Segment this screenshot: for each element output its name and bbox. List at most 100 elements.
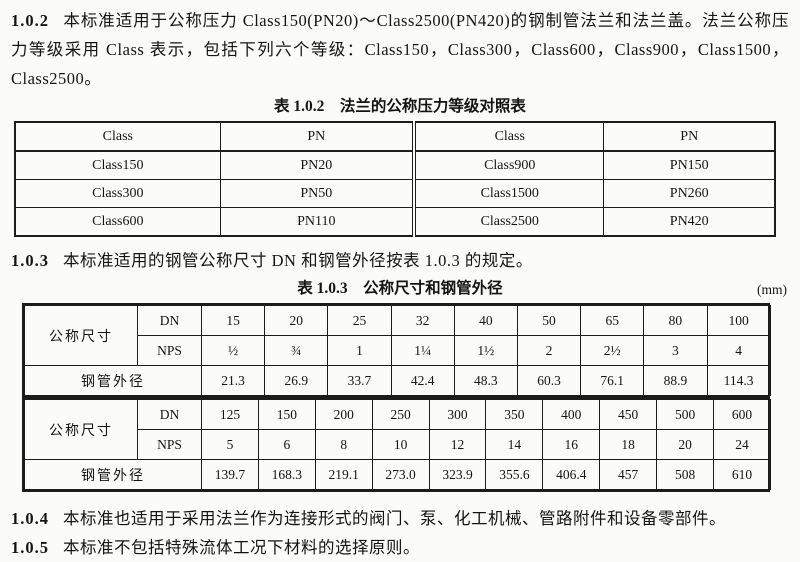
pressure-class-table: Class PN Class PN Class150 PN20 Class900… [14, 121, 776, 237]
table-cell: 20 [656, 429, 715, 460]
table-cell: PN110 [219, 207, 415, 237]
table-cell: 8 [314, 429, 373, 460]
table-row: NPS ½ ¾ 1 1¼ 1½ 2 2½ 3 4 [25, 335, 771, 366]
table-cell: 40 [453, 305, 518, 336]
table-cell: 100 [706, 305, 771, 336]
table-cell: 139.7 [201, 459, 259, 490]
clause-1-0-5: 1.0.5 本标准不包括特殊流体工况下材料的选择原则。 [11, 533, 789, 562]
table-cell: 25 [327, 305, 392, 336]
table-cell: 273.0 [371, 459, 430, 490]
table-cell: Class300 [14, 179, 221, 208]
table-cell: 508 [656, 459, 715, 490]
clause-text: 本标准也适用于采用法兰作为连接形式的阀门、泵、化工机械、管路附件和设备零部件。 [63, 509, 726, 528]
table-cell: 21.3 [200, 365, 266, 396]
table-1-0-3-caption: 表 1.0.3 公称尺寸和钢管外径 (mm) [11, 278, 789, 299]
clause-number: 1.0.4 [11, 509, 49, 528]
table-cell: PN50 [219, 179, 415, 208]
table-row: Class300 PN50 Class1500 PN260 [14, 179, 776, 208]
table-cell: 355.6 [485, 459, 544, 490]
table-cell: 457 [599, 459, 658, 490]
table-cell: 610 [713, 459, 771, 490]
table-cell: PN260 [603, 179, 776, 208]
table-cell: 168.3 [257, 459, 316, 490]
row-header: 公称尺寸 [24, 305, 138, 366]
table-cell: 48.3 [453, 365, 518, 396]
table-cell: Class150 [14, 150, 221, 180]
table-cell: 500 [656, 399, 715, 430]
table-cell: 600 [713, 399, 771, 430]
table-cell: 80 [643, 305, 708, 336]
table-cell: ¾ [264, 335, 329, 366]
table-cell: 200 [314, 399, 373, 430]
table-cell: Class900 [411, 150, 605, 180]
row-subheader: NPS [137, 429, 202, 460]
row-header: 公称尺寸 [24, 399, 138, 460]
table-cell: Class600 [14, 207, 221, 237]
table-cell: 350 [485, 399, 544, 430]
column-header: Class [14, 121, 221, 152]
column-header: Class [411, 121, 605, 152]
table-cell: 300 [428, 399, 487, 430]
clause-1-0-3: 1.0.3 本标准适用的钢管公称尺寸 DN 和钢管外径按表 1.0.3 的规定。 [11, 246, 789, 275]
row-header: 钢管外径 [24, 365, 202, 396]
table-cell: 50 [516, 305, 582, 336]
clause-number: 1.0.5 [11, 538, 49, 557]
table-cell: 15 [200, 305, 266, 336]
table-cell: 1 [327, 335, 392, 366]
table-cell: 406.4 [542, 459, 601, 490]
table-cell: 5 [201, 429, 259, 460]
clause-text: 本标准不包括特殊流体工况下材料的选择原则。 [63, 538, 420, 557]
table-row: Class600 PN110 Class2500 PN420 [14, 207, 776, 237]
table-cell: PN420 [603, 207, 776, 237]
row-subheader: DN [137, 305, 202, 336]
table-cell: 3 [643, 335, 708, 366]
table-cell: 33.7 [327, 365, 392, 396]
table-cell: PN20 [219, 150, 415, 180]
table-cell: 42.4 [390, 365, 455, 396]
table-cell: 60.3 [516, 365, 582, 396]
table-cell: 125 [201, 399, 259, 430]
table-cell: 400 [542, 399, 601, 430]
pipe-size-table-lower: 公称尺寸 DN 125 150 200 250 300 350 400 450 … [24, 399, 771, 490]
pipe-size-table: 公称尺寸 DN 15 20 25 32 40 50 65 80 100 NPS … [22, 303, 771, 492]
table-cell: 32 [390, 305, 455, 336]
clause-number: 1.0.2 [11, 11, 49, 30]
table-cell: 26.9 [264, 365, 329, 396]
table-cell: PN150 [603, 150, 776, 180]
table-cell: 12 [428, 429, 487, 460]
table-cell: 6 [257, 429, 316, 460]
row-subheader: NPS [137, 335, 202, 366]
table-row: 钢管外径 21.3 26.9 33.7 42.4 48.3 60.3 76.1 … [24, 365, 771, 396]
table-cell: ½ [200, 335, 266, 366]
table-cell: 4 [706, 335, 771, 366]
table-row: NPS 5 6 8 10 12 14 16 18 20 24 [25, 429, 771, 460]
table-cell: 114.3 [706, 365, 771, 396]
column-header: PN [603, 121, 776, 152]
table-cell: 1¼ [390, 335, 455, 366]
column-header: PN [219, 121, 415, 152]
table-cell: 323.9 [428, 459, 487, 490]
table-1-0-2-caption: 表 1.0.2 法兰的公称压力等级对照表 [274, 98, 526, 115]
table-cell: 2 [516, 335, 582, 366]
table-cell: 1½ [453, 335, 518, 366]
pipe-size-table-upper: 公称尺寸 DN 15 20 25 32 40 50 65 80 100 NPS … [24, 305, 771, 396]
table-row: 公称尺寸 DN 125 150 200 250 300 350 400 450 … [24, 399, 771, 460]
clause-number: 1.0.3 [11, 251, 49, 270]
table-cell: 2½ [580, 335, 645, 366]
clause-1-0-4: 1.0.4 本标准也适用于采用法兰作为连接形式的阀门、泵、化工机械、管路附件和设备… [11, 504, 789, 533]
caption-text: 表 1.0.3 公称尺寸和钢管外径 [297, 280, 503, 297]
table-cell: Class1500 [411, 179, 605, 208]
table-cell: 16 [542, 429, 601, 460]
clause-1-0-2: 1.0.2 本标准适用于公称压力 Class150(PN20)～Class2500… [11, 6, 789, 93]
row-subheader: DN [137, 399, 202, 430]
clause-text: 本标准适用于公称压力 Class150(PN20)～Class2500(PN42… [11, 11, 789, 88]
unit-label: (mm) [757, 282, 787, 297]
table-cell: 450 [599, 399, 658, 430]
table-section-divider [24, 396, 768, 399]
table-cell: 20 [264, 305, 329, 336]
table-cell: 65 [580, 305, 645, 336]
table-cell: Class2500 [411, 207, 605, 237]
table-cell: 150 [257, 399, 316, 430]
table-cell: 18 [599, 429, 658, 460]
